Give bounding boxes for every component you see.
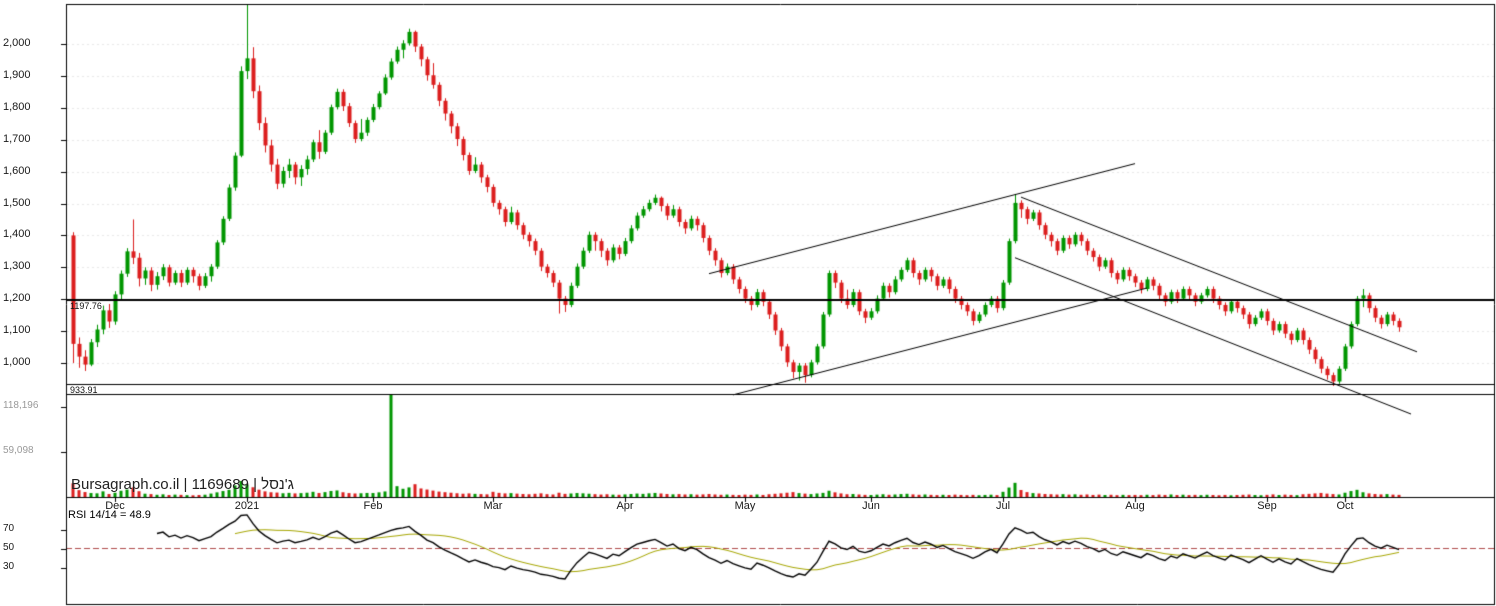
price-axis-label: 1,300: [3, 260, 31, 273]
price-axis-label: 2,000: [3, 37, 31, 49]
level-line-label: 1197.76: [70, 300, 102, 311]
time-axis-label: May: [734, 500, 756, 512]
price-axis-label: 1,800: [3, 100, 31, 113]
rsi-axis-label: 70: [3, 522, 15, 534]
time-axis-label: Dec: [105, 500, 125, 512]
time-axis-label: Jul: [995, 500, 1011, 512]
price-axis-label: 1,700: [3, 132, 31, 145]
level-line-label: 933.91: [70, 385, 98, 396]
time-axis-label: Feb: [363, 500, 383, 512]
time-axis-label: 2021: [234, 500, 260, 512]
price-axis-label: 1,500: [3, 196, 31, 209]
price-axis-label: 1,200: [3, 292, 31, 305]
time-axis-label: Oct: [1336, 500, 1354, 512]
time-axis-label: Apr: [616, 500, 634, 512]
time-axis-label: Mar: [483, 500, 503, 512]
watermark-text: Bursagraph.co.il | 1169689 | ג'נסל: [71, 476, 294, 493]
time-axis-label: Jun: [862, 500, 880, 512]
price-axis-label: 1,100: [3, 324, 31, 337]
rsi-axis-label: 50: [3, 541, 15, 553]
volume-axis-label: 118,196: [3, 400, 39, 411]
rsi-indicator-label: RSI 14/14 = 48.9: [68, 509, 151, 521]
price-axis-label: 1,000: [3, 356, 31, 368]
time-axis-label: Sep: [1257, 500, 1277, 512]
time-axis-label: Aug: [1125, 500, 1145, 512]
volume-axis-label: 59,098: [3, 445, 34, 456]
price-axis-label: 1,600: [3, 164, 31, 177]
rsi-axis-label: 30: [3, 560, 15, 572]
price-axis-label: 1,400: [3, 228, 31, 241]
price-axis-label: 1,900: [3, 68, 31, 81]
